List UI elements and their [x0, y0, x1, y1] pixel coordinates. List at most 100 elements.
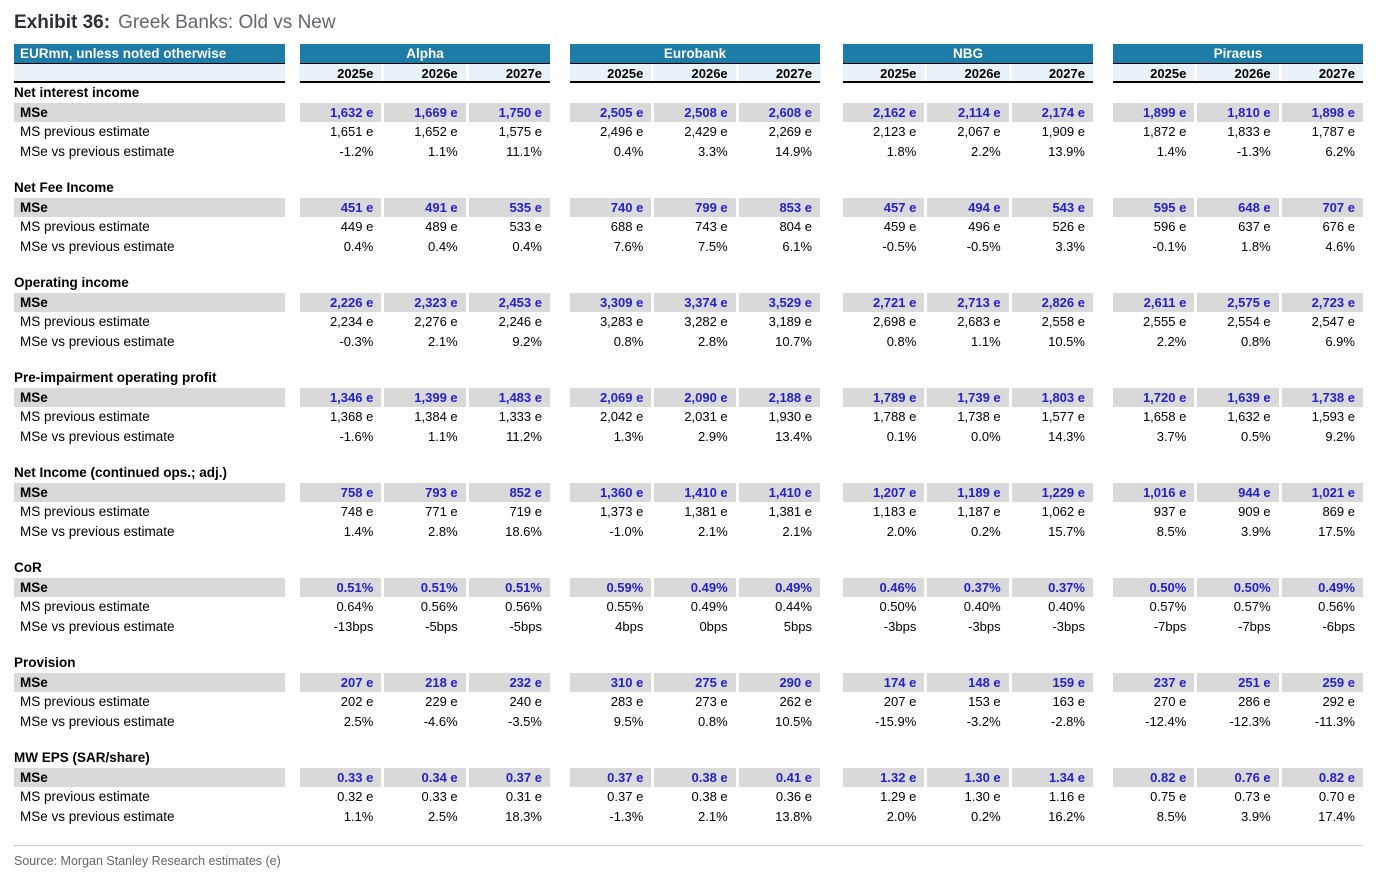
bank-value-group: 2.2% 0.8% 6.9% — [1113, 332, 1363, 352]
row-label: MSe — [14, 197, 285, 217]
value-cell: 1,639 e — [1197, 387, 1279, 407]
value-cell: 2,505 e — [570, 102, 652, 122]
value-cell: 0.4% — [428, 238, 458, 254]
bank-value-group: 2,123 e 2,067 e 1,909 e — [843, 122, 1093, 142]
value-cell: 0.56% — [1318, 599, 1355, 614]
year-header: 2025e — [843, 63, 925, 81]
value-cell: -1.3% — [1236, 143, 1271, 159]
bank-value-group: 457 e 494 e 543 e — [843, 197, 1093, 217]
bank-value-group: 0.64% 0.56% 0.56% — [300, 597, 550, 617]
value-cell: 0.4% — [512, 238, 542, 254]
value-cell: 0.70 e — [1318, 789, 1355, 804]
value-cell: 2,558 e — [1041, 314, 1085, 329]
value-cell: 457 e — [843, 197, 925, 217]
section-gap — [14, 446, 1383, 463]
value-cell: 1.3% — [613, 428, 644, 444]
value-cell: 15.7% — [1048, 523, 1085, 539]
corner-spacer — [14, 63, 285, 83]
value-cell: 0.38 e — [691, 789, 728, 804]
bank-value-group: 2.0% 0.2% 15.7% — [843, 522, 1093, 542]
value-cell: 2,496 e — [599, 124, 644, 139]
bank-value-group: 1,651 e 1,652 e 1,575 e — [300, 122, 550, 142]
value-cell: 543 e — [1011, 197, 1093, 217]
value-cell: -2.8% — [1051, 713, 1085, 729]
value-cell: 937 e — [1153, 504, 1187, 519]
bank-value-group: 1,632 e 1,669 e 1,750 e — [300, 102, 550, 122]
value-cell: 1,577 e — [1041, 409, 1085, 424]
vs-row: MSe vs previous estimate -0.3% 2.1% 9.2% 0.8… — [14, 332, 1383, 352]
value-cell: 1,189 e — [927, 482, 1009, 502]
value-cell: 0.49% — [738, 577, 820, 597]
footer-divider — [14, 845, 1363, 846]
bank-value-group: 1,720 e 1,639 e 1,738 e — [1113, 387, 1363, 407]
value-cell: 1,483 e — [468, 387, 550, 407]
value-cell: 7.6% — [613, 238, 644, 254]
vs-row: MSe vs previous estimate 1.4% 2.8% 18.6% -1.… — [14, 522, 1383, 542]
value-cell: -3.2% — [966, 713, 1001, 729]
bank-value-group: -1.3% 2.1% 13.8% — [570, 807, 820, 827]
value-cell: 0.37% — [1011, 577, 1093, 597]
value-cell: 0.49% — [1281, 577, 1363, 597]
bank-value-group: 2.0% 0.2% 16.2% — [843, 807, 1093, 827]
value-cell: 0.56% — [420, 599, 458, 614]
bank-group-header: NBG — [843, 44, 1093, 64]
row-label: MS previous estimate — [20, 219, 150, 234]
bank-value-group: 0.33 e 0.34 e 0.37 e — [300, 767, 550, 787]
exhibit-header: Exhibit 36: Greek Banks: Old vs New — [0, 0, 1383, 36]
value-cell: 3,374 e — [654, 292, 736, 312]
value-cell: -5bps — [509, 618, 542, 634]
value-cell: 1,720 e — [1113, 387, 1195, 407]
year-header: 2025e — [300, 63, 382, 81]
row-label: MSe — [14, 387, 285, 407]
value-cell: -1.0% — [609, 523, 644, 539]
corner-header: EURmn, unless noted otherwise — [14, 44, 285, 64]
bank-group-header: Eurobank — [570, 44, 820, 64]
bank-value-group: 459 e 496 e 526 e — [843, 217, 1093, 237]
row-label: MSe — [14, 482, 285, 502]
value-cell: 1,575 e — [498, 124, 542, 139]
value-cell: 2.9% — [698, 428, 728, 444]
value-cell: 0.37 e — [607, 789, 644, 804]
value-cell: 3.3% — [698, 143, 728, 159]
value-cell: 3.9% — [1241, 523, 1271, 539]
year-header: 2026e — [384, 63, 466, 81]
value-cell: 3.7% — [1156, 428, 1187, 444]
value-cell: 804 e — [779, 219, 812, 234]
bank-value-group: 2,698 e 2,683 e 2,558 e — [843, 312, 1093, 332]
value-cell: 1,652 e — [414, 124, 458, 139]
value-cell: 2.5% — [428, 808, 458, 824]
row-label: MS previous estimate — [20, 314, 150, 329]
value-cell: 0.75 e — [1150, 789, 1187, 804]
bank-value-group: 1,658 e 1,632 e 1,593 e — [1113, 407, 1363, 427]
value-cell: 18.3% — [505, 808, 542, 824]
value-cell: 1,593 e — [1311, 409, 1355, 424]
bank-value-group: 1,899 e 1,810 e 1,898 e — [1113, 102, 1363, 122]
bank-header: Eurobank — [663, 46, 727, 61]
value-cell: 1,750 e — [468, 102, 550, 122]
value-cell: 3,529 e — [738, 292, 820, 312]
value-cell: 290 e — [738, 672, 820, 692]
value-cell: 2,698 e — [872, 314, 917, 329]
section-title-row: CoR — [14, 558, 1383, 578]
value-cell: 533 e — [509, 219, 542, 234]
bank-header: Piraeus — [1213, 46, 1263, 61]
bank-value-group: 0.57% 0.57% 0.56% — [1113, 597, 1363, 617]
value-cell: 6.2% — [1325, 143, 1355, 159]
value-cell: 2,067 e — [957, 124, 1001, 139]
row-label: MSe vs previous estimate — [20, 808, 175, 824]
value-cell: 310 e — [570, 672, 652, 692]
bank-value-group: 2,234 e 2,276 e 2,246 e — [300, 312, 550, 332]
bank-value-group: -1.0% 2.1% 2.1% — [570, 522, 820, 542]
year-header: 2026e — [1197, 63, 1279, 81]
value-cell: 2,575 e — [1197, 292, 1279, 312]
value-cell: 2.1% — [782, 523, 812, 539]
section-title: Pre-impairment operating profit — [14, 370, 217, 385]
value-cell: 2,713 e — [927, 292, 1009, 312]
value-cell: 1,016 e — [1113, 482, 1195, 502]
year-header: 2025e — [570, 63, 652, 81]
value-cell: 1,187 e — [957, 504, 1001, 519]
row-label: MS previous estimate — [20, 599, 150, 614]
value-cell: 740 e — [570, 197, 652, 217]
bank-value-group: 237 e 251 e 259 e — [1113, 672, 1363, 692]
bank-value-group: 0.8% 1.1% 10.5% — [843, 332, 1093, 352]
